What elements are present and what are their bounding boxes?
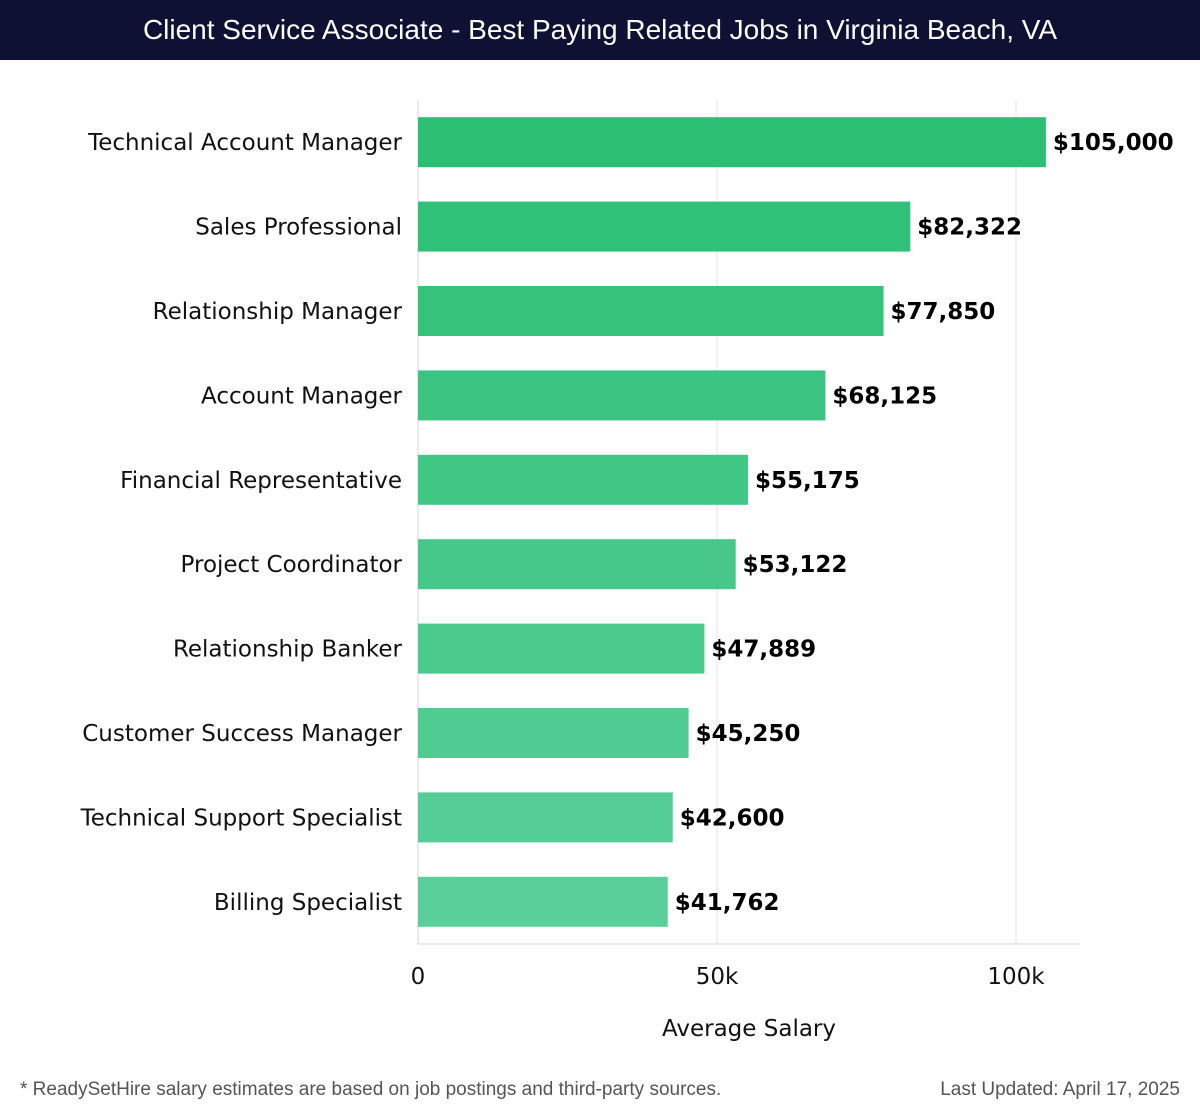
- bar: [418, 286, 884, 336]
- x-tick-label: 0: [411, 964, 426, 990]
- value-label: $42,600: [680, 805, 785, 831]
- footer-updated: Last Updated: April 17, 2025: [940, 1079, 1180, 1100]
- category-label: Relationship Manager: [153, 299, 403, 325]
- x-axis-label: Average Salary: [662, 1016, 836, 1042]
- category-label: Sales Professional: [195, 215, 402, 241]
- bar: [418, 708, 689, 758]
- bar: [418, 454, 748, 505]
- category-label: Account Manager: [201, 383, 403, 409]
- category-label: Technical Account Manager: [87, 130, 402, 156]
- value-label: $47,889: [711, 637, 816, 663]
- bar: [418, 370, 826, 421]
- x-tick-label: 50k: [696, 964, 739, 990]
- bar: [418, 623, 705, 674]
- chart-title: Client Service Associate - Best Paying R…: [142, 14, 1058, 45]
- title-bar: Client Service Associate - Best Paying R…: [0, 0, 1200, 60]
- salary-bar-chart: Technical Account Manager $105,000 Sales P…: [80, 100, 1174, 1042]
- category-label: Relationship Banker: [173, 637, 403, 663]
- value-label: $77,850: [891, 299, 996, 325]
- category-label: Billing Specialist: [214, 890, 402, 916]
- value-label: $41,762: [675, 890, 780, 916]
- x-tick-label: 100k: [987, 964, 1045, 990]
- value-label: $53,122: [743, 552, 848, 578]
- bar: [418, 876, 668, 927]
- category-label: Customer Success Manager: [82, 721, 402, 747]
- bar: [418, 117, 1046, 168]
- category-label: Project Coordinator: [181, 552, 403, 578]
- value-label: $45,250: [696, 721, 801, 747]
- bar: [418, 792, 673, 843]
- value-label: $55,175: [755, 468, 860, 494]
- bar: [418, 539, 736, 590]
- category-label: Financial Representative: [120, 468, 402, 494]
- bar: [418, 201, 911, 252]
- value-label: $82,322: [917, 215, 1022, 241]
- value-label: $68,125: [832, 383, 937, 409]
- category-label: Technical Support Specialist: [80, 805, 402, 831]
- value-label: $105,000: [1053, 130, 1174, 156]
- footer-note: * ReadySetHire salary estimates are base…: [20, 1079, 722, 1100]
